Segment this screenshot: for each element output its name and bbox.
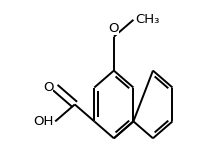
Text: O: O xyxy=(43,81,53,94)
Text: OH: OH xyxy=(33,115,53,128)
Text: CH₃: CH₃ xyxy=(135,13,160,26)
Text: O: O xyxy=(109,22,119,35)
